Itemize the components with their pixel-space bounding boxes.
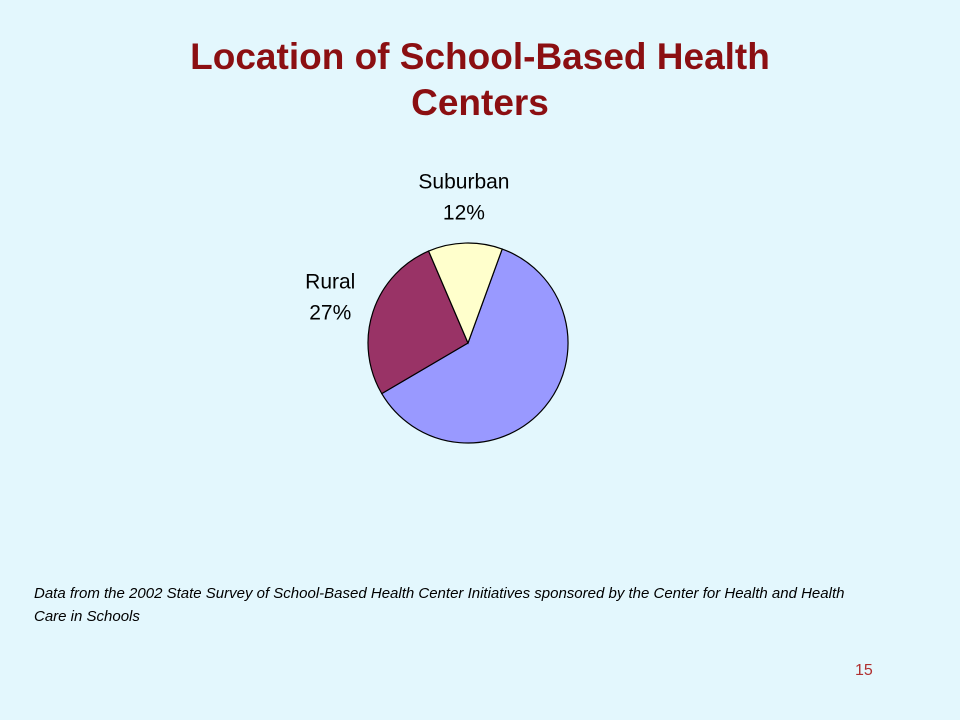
pie-slice (367, 250, 469, 395)
pie-slice (427, 242, 503, 345)
source-note: Data from the 2002 State Survey of Schoo… (34, 585, 845, 625)
chart: Rural 27% Suburban 12% (305, 171, 569, 444)
chart-title: Location of School-Based Health Centers (190, 36, 770, 123)
page-number: 15 (855, 662, 873, 679)
slice-value-label: 27% (309, 301, 351, 324)
slice-label: Rural (305, 270, 355, 293)
slice-value-label: 12% (443, 202, 485, 225)
pie-slice (380, 248, 569, 444)
slice-label: Suburban (418, 171, 509, 194)
